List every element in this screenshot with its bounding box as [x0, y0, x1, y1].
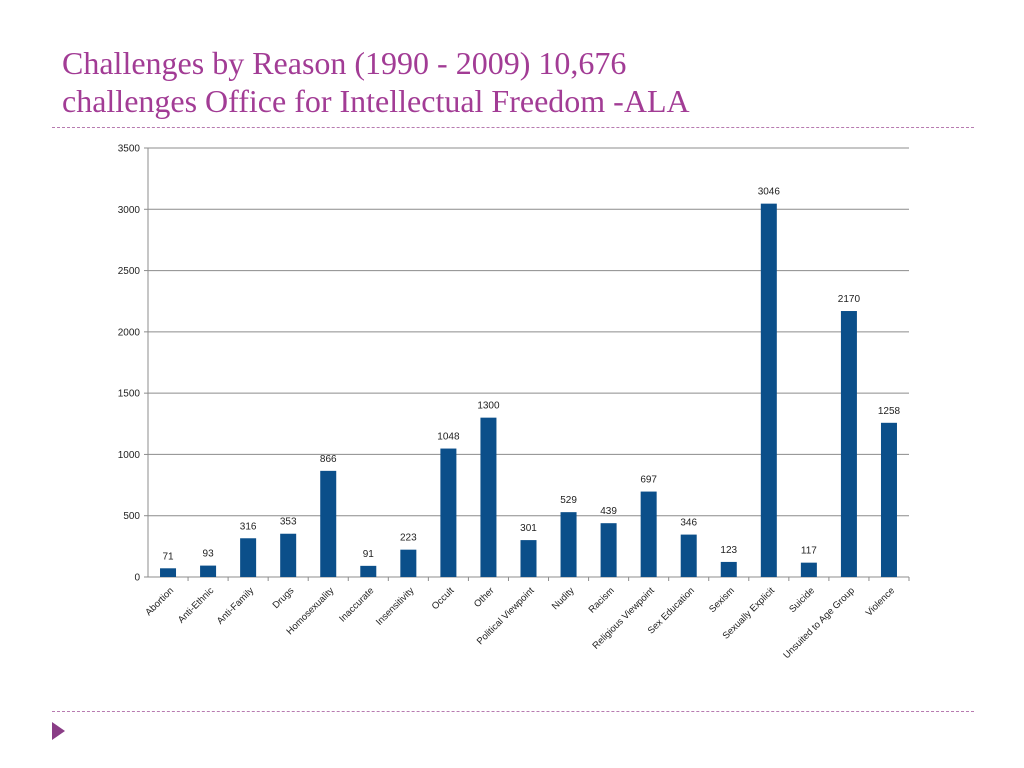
x-tick-label: Inaccurate	[337, 585, 376, 624]
x-tick-label: Anti-Family	[215, 585, 257, 627]
data-label: 697	[640, 475, 657, 486]
x-tick-label: Abortion	[143, 585, 176, 618]
bar	[840, 311, 857, 577]
x-tick-label: Suicide	[787, 585, 817, 615]
x-tick-label: Occult	[430, 585, 457, 612]
triangle-bullet-icon	[52, 722, 65, 740]
bar	[760, 203, 777, 577]
x-tick-label: Sexism	[707, 585, 737, 615]
data-label: 866	[320, 454, 337, 465]
y-tick-label: 500	[123, 511, 140, 522]
y-tick-label: 2500	[118, 266, 141, 277]
bar	[320, 470, 337, 577]
slide-title: Challenges by Reason (1990 - 2009) 10,67…	[62, 44, 1002, 120]
x-tick-label: Racism	[587, 585, 617, 615]
bar	[520, 540, 537, 577]
data-label: 529	[560, 495, 577, 506]
bar	[880, 422, 897, 577]
data-label: 71	[162, 551, 174, 562]
data-label: 1048	[437, 432, 460, 443]
data-label: 316	[240, 521, 257, 532]
data-label: 439	[600, 506, 617, 517]
data-label: 1258	[878, 406, 901, 417]
y-tick-label: 0	[134, 573, 140, 584]
bar	[640, 491, 657, 577]
x-tick-label: Other	[472, 585, 497, 610]
x-tick-label: Unsuited to Age Group	[781, 585, 857, 661]
gridlines	[144, 147, 909, 578]
data-label: 117	[801, 546, 817, 557]
y-tick-label: 2000	[118, 327, 141, 338]
y-tick-label: 1000	[118, 450, 141, 461]
data-label: 3046	[758, 187, 781, 198]
y-tick-label: 1500	[118, 389, 141, 400]
x-tick-label: Nudity	[550, 585, 577, 612]
data-label: 301	[520, 523, 537, 534]
data-label: 93	[203, 549, 215, 560]
data-labels: 71 93 316 353 866 91 223 1048 1300 301 529 439 697 34…	[162, 187, 900, 563]
bar	[600, 523, 617, 577]
data-label: 123	[720, 545, 737, 556]
y-tick-label: 3500	[118, 144, 141, 155]
bar	[360, 565, 377, 577]
bottom-divider	[52, 711, 974, 712]
data-label: 2170	[838, 294, 861, 305]
data-label: 353	[280, 517, 297, 528]
bar	[720, 561, 737, 577]
bars	[160, 203, 897, 577]
x-tick-label: Drugs	[271, 585, 297, 611]
data-label: 346	[680, 518, 697, 529]
x-tick-label: Insensitivity	[374, 585, 417, 628]
bar	[280, 533, 297, 577]
data-label: 1300	[477, 401, 500, 412]
data-label: 91	[363, 549, 375, 560]
bar	[480, 417, 497, 577]
x-tick-label: Violence	[864, 585, 897, 618]
title-line-2: challenges Office for Intellectual Freed…	[62, 83, 690, 119]
bar	[240, 538, 257, 577]
bar-chart: 0 500 1000 1500 2000 2500 3000 3500 71 93 316 353 8…	[118, 144, 910, 661]
bar	[200, 565, 217, 577]
bar	[440, 448, 457, 577]
bar	[800, 562, 817, 577]
title-line-1: Challenges by Reason (1990 - 2009) 10,67…	[62, 45, 627, 81]
bar	[560, 512, 577, 577]
bar	[160, 568, 177, 577]
data-label: 223	[400, 533, 417, 544]
bar	[680, 534, 697, 577]
x-tick-label: Anti-Ethnic	[176, 585, 216, 625]
top-divider	[52, 127, 974, 128]
y-tick-label: 3000	[118, 205, 141, 216]
bar	[400, 549, 417, 577]
